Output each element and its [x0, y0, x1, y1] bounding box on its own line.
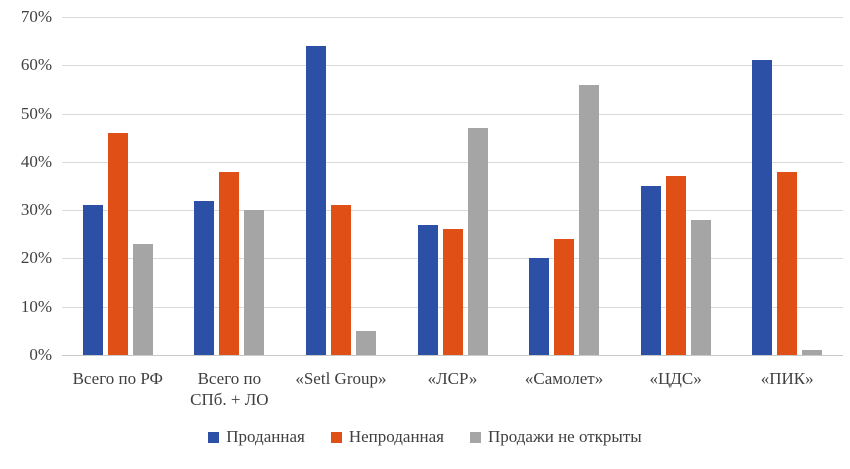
x-tick-label-4: «ЛСР»	[427, 369, 478, 388]
legend-item-3: Продажи не открыты	[470, 427, 642, 447]
gridline-50	[62, 113, 843, 115]
plot-area	[62, 17, 843, 356]
legend-label: Непроданная	[348, 427, 444, 446]
y-tick-label-20: 20%	[20, 248, 52, 268]
y-tick-label-0: 0%	[29, 345, 52, 364]
y-tick-label-40: 40%	[20, 151, 52, 171]
bar-Непроданная-Всего-по-РФ	[107, 132, 128, 355]
bar-Продажи не открыты-«Setl-Group»	[355, 330, 376, 355]
y-tick-label-70: 70%	[20, 7, 52, 26]
x-tick-label-2: Всего по СПб. + ЛО	[190, 369, 269, 409]
bar-group-7	[752, 60, 823, 355]
y-tick-label-30: 30%	[20, 200, 52, 220]
bar-Продажи не открыты-«ЦДС»	[690, 219, 711, 355]
gridline-40	[62, 161, 843, 163]
bar-Проданная-«Самолет»	[529, 258, 550, 355]
bar-Непроданная-«ЛСР»	[442, 229, 463, 355]
x-tick-label-7: «ПИК»	[760, 369, 814, 388]
bar-Непроданная-«Setl-Group»	[330, 205, 351, 355]
bar-group-1	[82, 132, 153, 355]
y-tick-label-60: 60%	[20, 55, 52, 75]
bar-Продажи не открыты-Всего-по-РФ	[132, 243, 153, 355]
x-tick-label-6: «ЦДС»	[649, 369, 702, 388]
bar-Проданная-«ПИК»	[752, 60, 773, 355]
y-tick-label-50: 50%	[20, 103, 52, 123]
x-tick-label-5: «Самолет»	[524, 369, 604, 388]
bar-group-4	[417, 128, 488, 355]
gridline-30	[62, 210, 843, 212]
bar-Непроданная-«ЦДС»	[665, 176, 686, 355]
legend-item-1: Проданная	[208, 427, 305, 447]
x-tick-label-1: Всего по РФ	[72, 369, 163, 388]
bar-Проданная-Всего-по-СПб.-+-ЛО	[194, 200, 215, 355]
bar-Проданная-Всего-по-РФ	[82, 205, 103, 355]
legend-item-2: Непроданная	[330, 427, 444, 447]
bar-Продажи не открыты-«Самолет»	[579, 84, 600, 355]
bar-Продажи не открыты-«ПИК»	[802, 350, 823, 355]
bar-Непроданная-«Самолет»	[554, 239, 575, 355]
legend-label: Проданная	[226, 427, 305, 446]
x-tick-label-3: «Setl Group»	[295, 369, 387, 388]
bar-group-2	[194, 171, 265, 355]
bar-Проданная-«ЛСР»	[417, 224, 438, 355]
bar-Непроданная-«ПИК»	[777, 171, 798, 355]
bar-Непроданная-Всего-по-СПб.-+-ЛО	[219, 171, 240, 355]
legend-swatch-icon	[208, 431, 220, 443]
bar-group-5	[529, 84, 600, 355]
bar-Продажи не открыты-«ЛСР»	[467, 128, 488, 355]
y-tick-label-10: 10%	[20, 296, 52, 316]
gridline-60	[62, 65, 843, 67]
bar-Продажи не открыты-Всего-по-СПб.-+-ЛО	[244, 210, 265, 355]
bar-group-6	[640, 176, 711, 355]
legend-swatch-icon	[470, 431, 481, 443]
legend-swatch-icon	[330, 431, 342, 443]
bar-group-3	[305, 45, 376, 355]
gridline-70	[62, 17, 843, 18]
bar-Проданная-«ЦДС»	[640, 186, 661, 355]
legend-label: Продажи не открыты	[488, 427, 642, 446]
bar-Проданная-«Setl-Group»	[305, 45, 326, 355]
legend: Проданная Непроданная Продажи не открыты	[0, 427, 850, 447]
